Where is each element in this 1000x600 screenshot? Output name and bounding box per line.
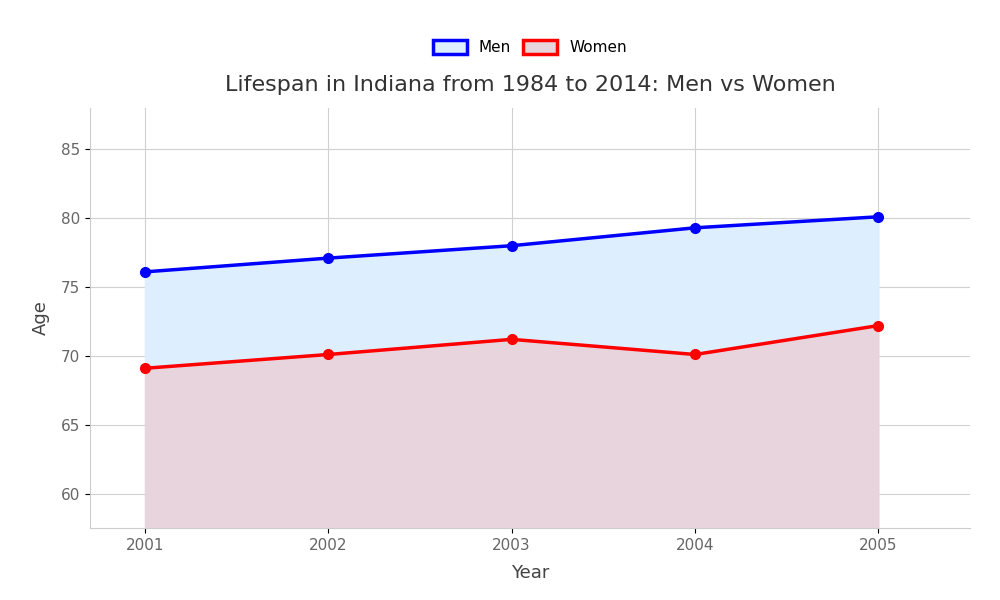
Legend: Men, Women: Men, Women (433, 40, 627, 55)
Y-axis label: Age: Age (32, 301, 50, 335)
Title: Lifespan in Indiana from 1984 to 2014: Men vs Women: Lifespan in Indiana from 1984 to 2014: M… (225, 76, 835, 95)
X-axis label: Year: Year (511, 564, 549, 582)
